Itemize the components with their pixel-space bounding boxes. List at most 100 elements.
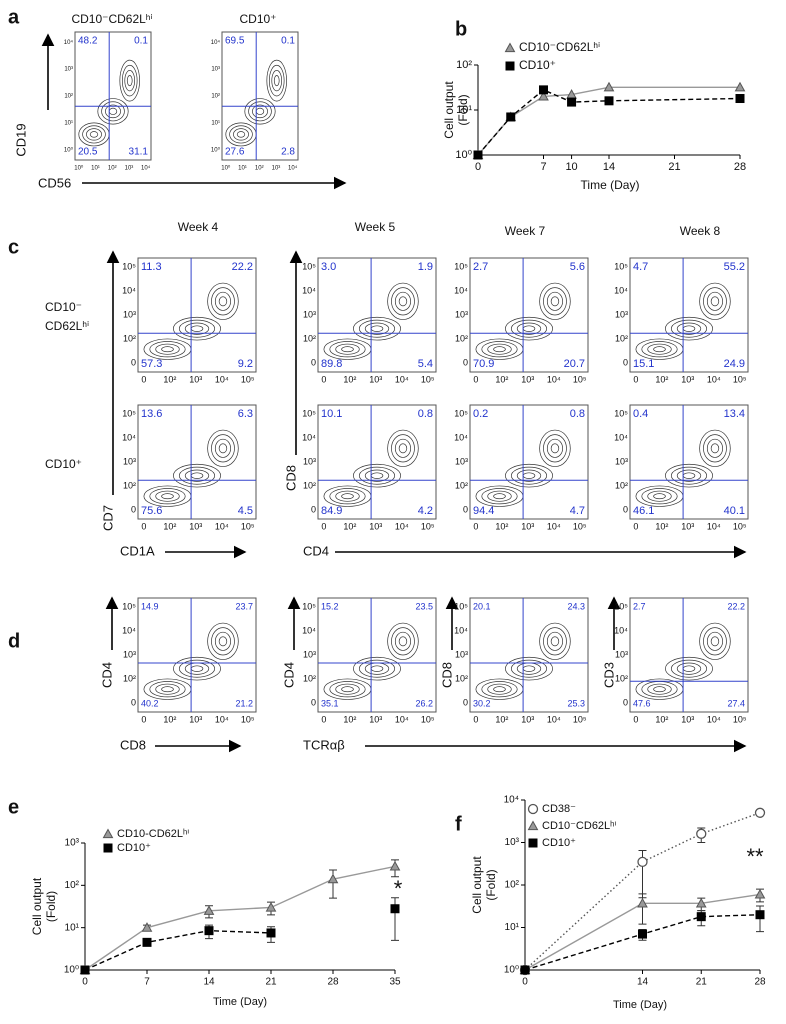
axis-label: CD4 xyxy=(281,662,296,688)
y-tick-label: 10³ xyxy=(303,649,316,659)
quadrant-value: 15.1 xyxy=(633,358,654,370)
contour xyxy=(214,291,231,311)
y-tick-label: 10² xyxy=(123,673,136,683)
contour xyxy=(173,463,221,488)
contour xyxy=(505,656,553,681)
contour xyxy=(155,343,180,355)
quadrant-value: 27.6 xyxy=(225,147,245,158)
quadrant-value: 75.6 xyxy=(141,505,162,517)
data-point xyxy=(203,905,215,915)
x-tick-label: 10⁵ xyxy=(573,374,587,384)
data-point xyxy=(142,937,152,947)
y-tick-label: 10⁵ xyxy=(302,601,316,611)
y-tick-label: 10⁰ xyxy=(64,965,79,976)
y-tick-label: 0 xyxy=(131,697,136,707)
contour xyxy=(398,443,408,454)
series-line xyxy=(524,893,761,971)
series-line xyxy=(524,812,761,971)
quadrant-value: 13.4 xyxy=(724,408,745,420)
contour xyxy=(211,287,235,316)
y-tick-label: 10⁴ xyxy=(211,39,221,46)
contour xyxy=(173,316,221,341)
x-tick-label: 10² xyxy=(108,166,117,172)
contour xyxy=(550,443,560,454)
y-tick-label: 10⁵ xyxy=(302,261,316,271)
contour xyxy=(394,438,411,458)
x-tick-label: 0 xyxy=(141,714,146,724)
y-tick-label: 10² xyxy=(65,880,80,891)
contour xyxy=(387,282,419,320)
quadrant-value: 94.4 xyxy=(473,505,494,517)
y-tick-label: 10⁴ xyxy=(614,625,628,635)
contour xyxy=(161,686,174,693)
contour xyxy=(539,622,571,660)
contour xyxy=(244,98,276,125)
quadrant-value: 4.7 xyxy=(570,505,585,517)
column-title: Week 5 xyxy=(355,220,396,234)
y-tick-label: 10⁴ xyxy=(454,625,468,635)
y-tick-label: 10³ xyxy=(505,837,520,848)
y-tick-label: 10⁴ xyxy=(614,285,628,295)
y-tick-label: 10⁰ xyxy=(455,149,472,161)
x-tick-label: 10² xyxy=(343,714,356,724)
data-point xyxy=(520,965,530,975)
contour xyxy=(394,291,411,311)
panel-label: d xyxy=(8,630,20,652)
data-point xyxy=(754,807,766,818)
x-tick-label: 10 xyxy=(565,161,577,173)
y-tick-label: 0 xyxy=(463,697,468,707)
quadrant-value: 5.6 xyxy=(570,261,585,273)
contour xyxy=(358,319,396,338)
x-tick-label: 10³ xyxy=(369,521,382,531)
flow-plot-frame xyxy=(469,404,589,520)
contour xyxy=(105,104,121,119)
x-tick-label: 10⁵ xyxy=(733,374,747,384)
y-tick-label: 0 xyxy=(131,357,136,367)
row-label: CD62Lʰⁱ xyxy=(45,319,89,333)
y-tick-label: 10⁵ xyxy=(122,408,136,418)
contour xyxy=(676,469,702,482)
y-tick-label: 10³ xyxy=(455,309,468,319)
quadrant-value: 0.8 xyxy=(570,408,585,420)
x-tick-label: 10⁰ xyxy=(74,165,84,172)
flow-plot-frame xyxy=(137,257,257,373)
contour xyxy=(236,131,246,138)
axis-label: CD4 xyxy=(99,662,114,688)
quadrant-value: 20.5 xyxy=(78,147,98,158)
y-tick-label: 10¹ xyxy=(505,922,520,933)
contour xyxy=(510,659,548,678)
legend-marker xyxy=(103,843,113,853)
contour xyxy=(543,287,567,316)
data-point xyxy=(80,965,90,975)
contour xyxy=(82,125,106,144)
x-tick-label: 21 xyxy=(668,161,680,173)
data-point xyxy=(473,150,483,160)
contour xyxy=(358,466,396,485)
y-tick-label: 10³ xyxy=(211,67,220,73)
y-tick-label: 10³ xyxy=(303,456,316,466)
series-line xyxy=(477,89,741,156)
quadrant-value: 10.1 xyxy=(321,408,342,420)
y-tick-label: 10¹ xyxy=(65,922,80,933)
x-tick-label: 10² xyxy=(495,374,508,384)
column-title: Week 7 xyxy=(505,224,546,238)
legend-marker xyxy=(527,803,539,815)
axis-label: CD4 xyxy=(303,543,329,558)
contour xyxy=(710,296,720,307)
contour xyxy=(510,319,548,338)
y-axis-label: Cell output xyxy=(470,856,484,914)
quadrant-value: 23.7 xyxy=(235,601,253,611)
x-tick-label: 10³ xyxy=(521,374,534,384)
x-tick-label: 28 xyxy=(327,977,339,988)
contour xyxy=(155,490,180,502)
flow-plot-frame xyxy=(469,257,589,373)
contour xyxy=(97,98,129,125)
x-tick-label: 10⁵ xyxy=(733,521,747,531)
contour xyxy=(218,296,228,307)
data-point xyxy=(141,922,153,932)
y-tick-label: 10² xyxy=(123,333,136,343)
contour xyxy=(670,659,708,678)
x-tick-label: 10⁴ xyxy=(395,374,409,384)
y-tick-label: 10⁵ xyxy=(614,601,628,611)
error-bar xyxy=(391,897,399,941)
